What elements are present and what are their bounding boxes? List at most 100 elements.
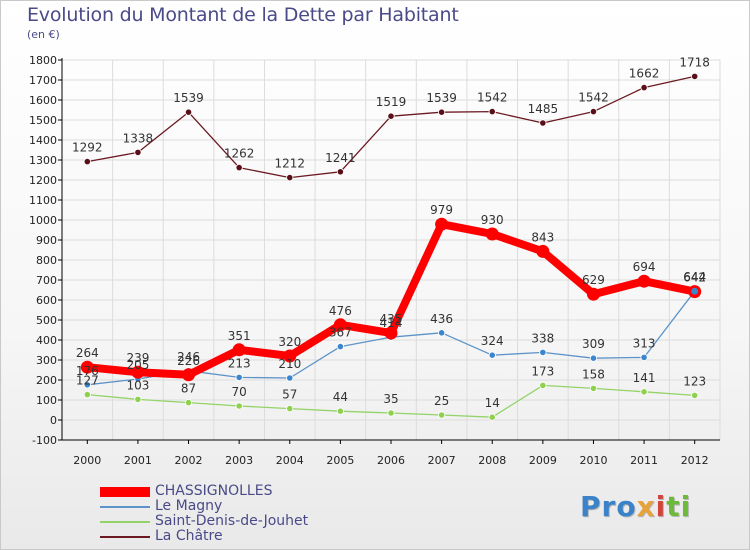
- legend-item-chassignolles: CHASSIGNOLLES: [100, 483, 360, 500]
- data-label: 123: [683, 374, 706, 388]
- data-label: 1212: [274, 157, 305, 171]
- data-point: [83, 390, 91, 399]
- legend-swatch-saint-denis: [100, 521, 150, 523]
- data-point: [536, 244, 550, 258]
- data-label: 435: [380, 312, 403, 326]
- legend-label-la-chatre: La Châtre: [155, 528, 223, 544]
- grid: [61, 59, 721, 441]
- data-point: [387, 409, 395, 417]
- y-tick-label: 1600: [29, 94, 57, 107]
- data-label: 1539: [173, 91, 204, 105]
- data-point: [235, 402, 243, 410]
- data-point: [80, 360, 94, 374]
- data-point: [539, 381, 547, 389]
- x-tick-label: 2007: [428, 454, 456, 467]
- data-label: 176: [76, 364, 99, 378]
- y-tick-label: 1000: [29, 214, 57, 227]
- data-point: [488, 351, 496, 359]
- data-label: 930: [481, 213, 504, 227]
- series-0: [83, 72, 699, 182]
- data-point: [83, 381, 91, 389]
- data-point: [589, 108, 598, 116]
- data-label: 320: [278, 335, 301, 349]
- data-label: 127: [76, 374, 99, 388]
- x-tick-label: 2006: [377, 454, 405, 467]
- data-point: [387, 112, 395, 120]
- data-label: 205: [126, 358, 149, 372]
- y-tick-labels: -100 0 100 200 300 400 500 600 700 800 900 1000 1100…: [29, 54, 62, 447]
- data-label: 35: [383, 392, 398, 406]
- data-point: [640, 353, 648, 361]
- data-point: [182, 368, 196, 382]
- legend-label-le-magny: Le Magny: [155, 498, 223, 514]
- data-label: 210: [278, 357, 301, 371]
- x-tick-labels: 2000 2001 2002 2003 2004 2005 2006 2007 2008 2009…: [73, 440, 709, 467]
- y-tick-label: 1400: [29, 134, 57, 147]
- data-label: 158: [582, 367, 605, 381]
- data-label: 44: [333, 390, 348, 404]
- x-tick-label: 2005: [326, 454, 354, 467]
- data-point: [131, 365, 145, 379]
- legend-item-la-chatre: La Châtre: [100, 528, 360, 545]
- data-label: 338: [531, 331, 554, 345]
- data-label: 1519: [376, 95, 407, 109]
- y-tick-label: 0: [50, 414, 57, 427]
- data-point: [134, 395, 142, 403]
- data-point: [384, 326, 398, 340]
- x-tick-label: 2004: [276, 454, 304, 467]
- series-3: [80, 217, 702, 382]
- x-tick-label: 2011: [630, 454, 658, 467]
- y-tick-label: -100: [32, 434, 57, 447]
- data-point: [286, 374, 294, 382]
- legend-item-saint-denis: Saint-Denis-de-Jouhet: [100, 513, 360, 530]
- legend-label-saint-denis: Saint-Denis-de-Jouhet: [155, 513, 309, 529]
- x-tick-label: 2000: [73, 454, 101, 467]
- data-label: 70: [232, 385, 247, 399]
- data-point: [235, 164, 243, 172]
- x-tick-label: 2009: [529, 454, 557, 467]
- data-point: [336, 168, 344, 176]
- x-tick-label: 2010: [579, 454, 607, 467]
- data-point: [691, 72, 699, 81]
- data-point: [232, 343, 246, 357]
- data-point: [485, 227, 499, 241]
- data-label: 1338: [123, 131, 154, 145]
- data-label: 309: [582, 337, 605, 351]
- data-label: 1662: [629, 67, 660, 81]
- data-point: [640, 84, 648, 92]
- data-point: [539, 348, 547, 356]
- data-point: [283, 349, 297, 363]
- data-point: [286, 404, 294, 413]
- data-label: 25: [434, 394, 449, 408]
- data-point: [333, 318, 347, 332]
- data-point: [488, 108, 496, 116]
- data-point: [637, 274, 651, 288]
- data-point: [336, 342, 344, 351]
- data-point: [438, 329, 446, 337]
- data-label: 436: [430, 312, 453, 326]
- data-label: 1542: [477, 91, 508, 105]
- y-tick-label: 1500: [29, 114, 57, 127]
- y-tick-label: 500: [36, 314, 57, 327]
- data-point: [83, 158, 91, 166]
- data-label: 14: [485, 396, 500, 410]
- legend-swatch-chassignolles: [100, 487, 150, 497]
- y-tick-label: 1200: [29, 174, 57, 187]
- data-point: [438, 108, 446, 116]
- y-tick-label: 400: [36, 334, 57, 347]
- data-label: 979: [430, 203, 453, 217]
- data-point: [286, 174, 294, 182]
- data-label: 1718: [679, 55, 710, 69]
- data-labels: 1292 1338 1539 1262 1212 1241 1519 1539 1542 1485…: [72, 55, 710, 410]
- legend-swatch-la-chatre: [100, 536, 150, 538]
- data-label: 264: [76, 346, 99, 360]
- data-point: [691, 391, 699, 399]
- data-label: 1542: [578, 91, 609, 105]
- data-label: 644: [683, 270, 706, 284]
- data-point: [184, 398, 193, 407]
- legend-label-chassignolles: CHASSIGNOLLES: [155, 483, 273, 499]
- data-label: 226: [177, 354, 200, 368]
- data-label: 1292: [72, 141, 103, 155]
